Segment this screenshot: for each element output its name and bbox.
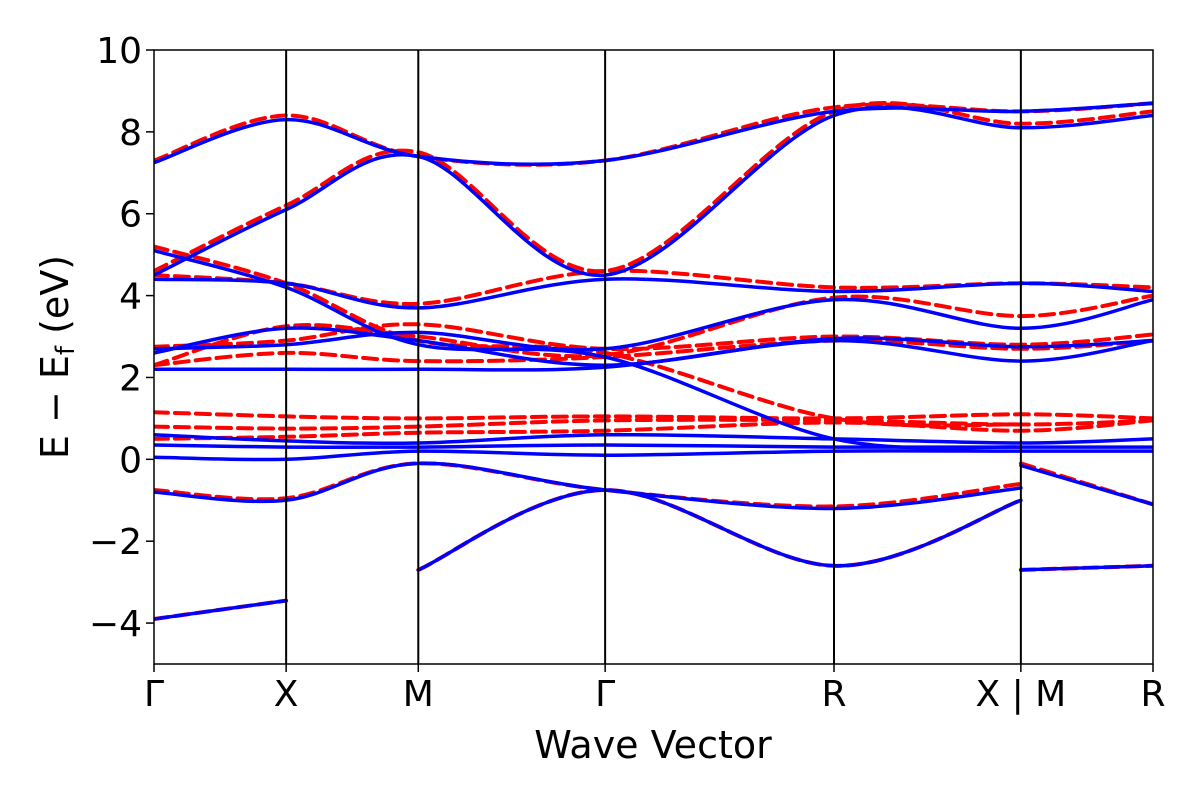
x-tick-label: Γ bbox=[144, 674, 164, 715]
band-line-solid bbox=[154, 101, 1153, 167]
y-tick-label: −2 bbox=[89, 522, 142, 563]
y-axis-label-tail: (eV) bbox=[33, 255, 77, 346]
band-line-dashed bbox=[154, 100, 1153, 274]
x-tick-label: R bbox=[1140, 674, 1165, 715]
band-line-solid bbox=[154, 326, 1153, 367]
band-line-solid bbox=[154, 598, 288, 621]
y-axis-label: E − Ef (eV) bbox=[33, 255, 81, 459]
y-tick-label: −4 bbox=[89, 604, 142, 645]
band-line-solid bbox=[154, 449, 1153, 462]
band-line-solid bbox=[1019, 564, 1153, 572]
band-line-solid bbox=[1019, 463, 1153, 507]
x-tick-label: Γ bbox=[595, 674, 615, 715]
y-tick-label: 6 bbox=[119, 195, 142, 236]
bands-solid bbox=[154, 101, 1153, 621]
band-line-dashed bbox=[154, 418, 1153, 441]
x-tick-label: X bbox=[274, 674, 299, 715]
band-line-solid bbox=[416, 488, 1023, 572]
y-axis-label-sub: f bbox=[51, 345, 81, 355]
y-tick-group: −4 −2 0 2 4 6 8 10 bbox=[89, 31, 154, 645]
band-line-solid bbox=[154, 432, 1153, 446]
y-tick-label: 8 bbox=[119, 113, 142, 154]
kpoint-lines bbox=[285, 50, 1022, 664]
x-tick-label: M bbox=[403, 674, 434, 715]
y-tick-label: 2 bbox=[119, 358, 142, 399]
band-line-dashed bbox=[154, 293, 1153, 368]
band-line-solid bbox=[154, 105, 1153, 277]
x-tick-label: R bbox=[821, 674, 846, 715]
plot-frame bbox=[153, 49, 1154, 665]
x-axis-label: Wave Vector bbox=[534, 723, 772, 767]
y-tick-label: 0 bbox=[119, 440, 142, 481]
y-axis-label-main: E − E bbox=[33, 355, 77, 459]
y-tick-label: 10 bbox=[96, 31, 142, 72]
x-tick-label: X | M bbox=[975, 674, 1066, 715]
y-tick-label: 4 bbox=[119, 277, 142, 318]
band-line-solid bbox=[154, 297, 1153, 352]
band-line-solid bbox=[154, 277, 1153, 310]
band-line-dashed bbox=[154, 410, 1153, 421]
x-tick-group: Γ X M Γ R X | M R bbox=[144, 664, 1166, 715]
